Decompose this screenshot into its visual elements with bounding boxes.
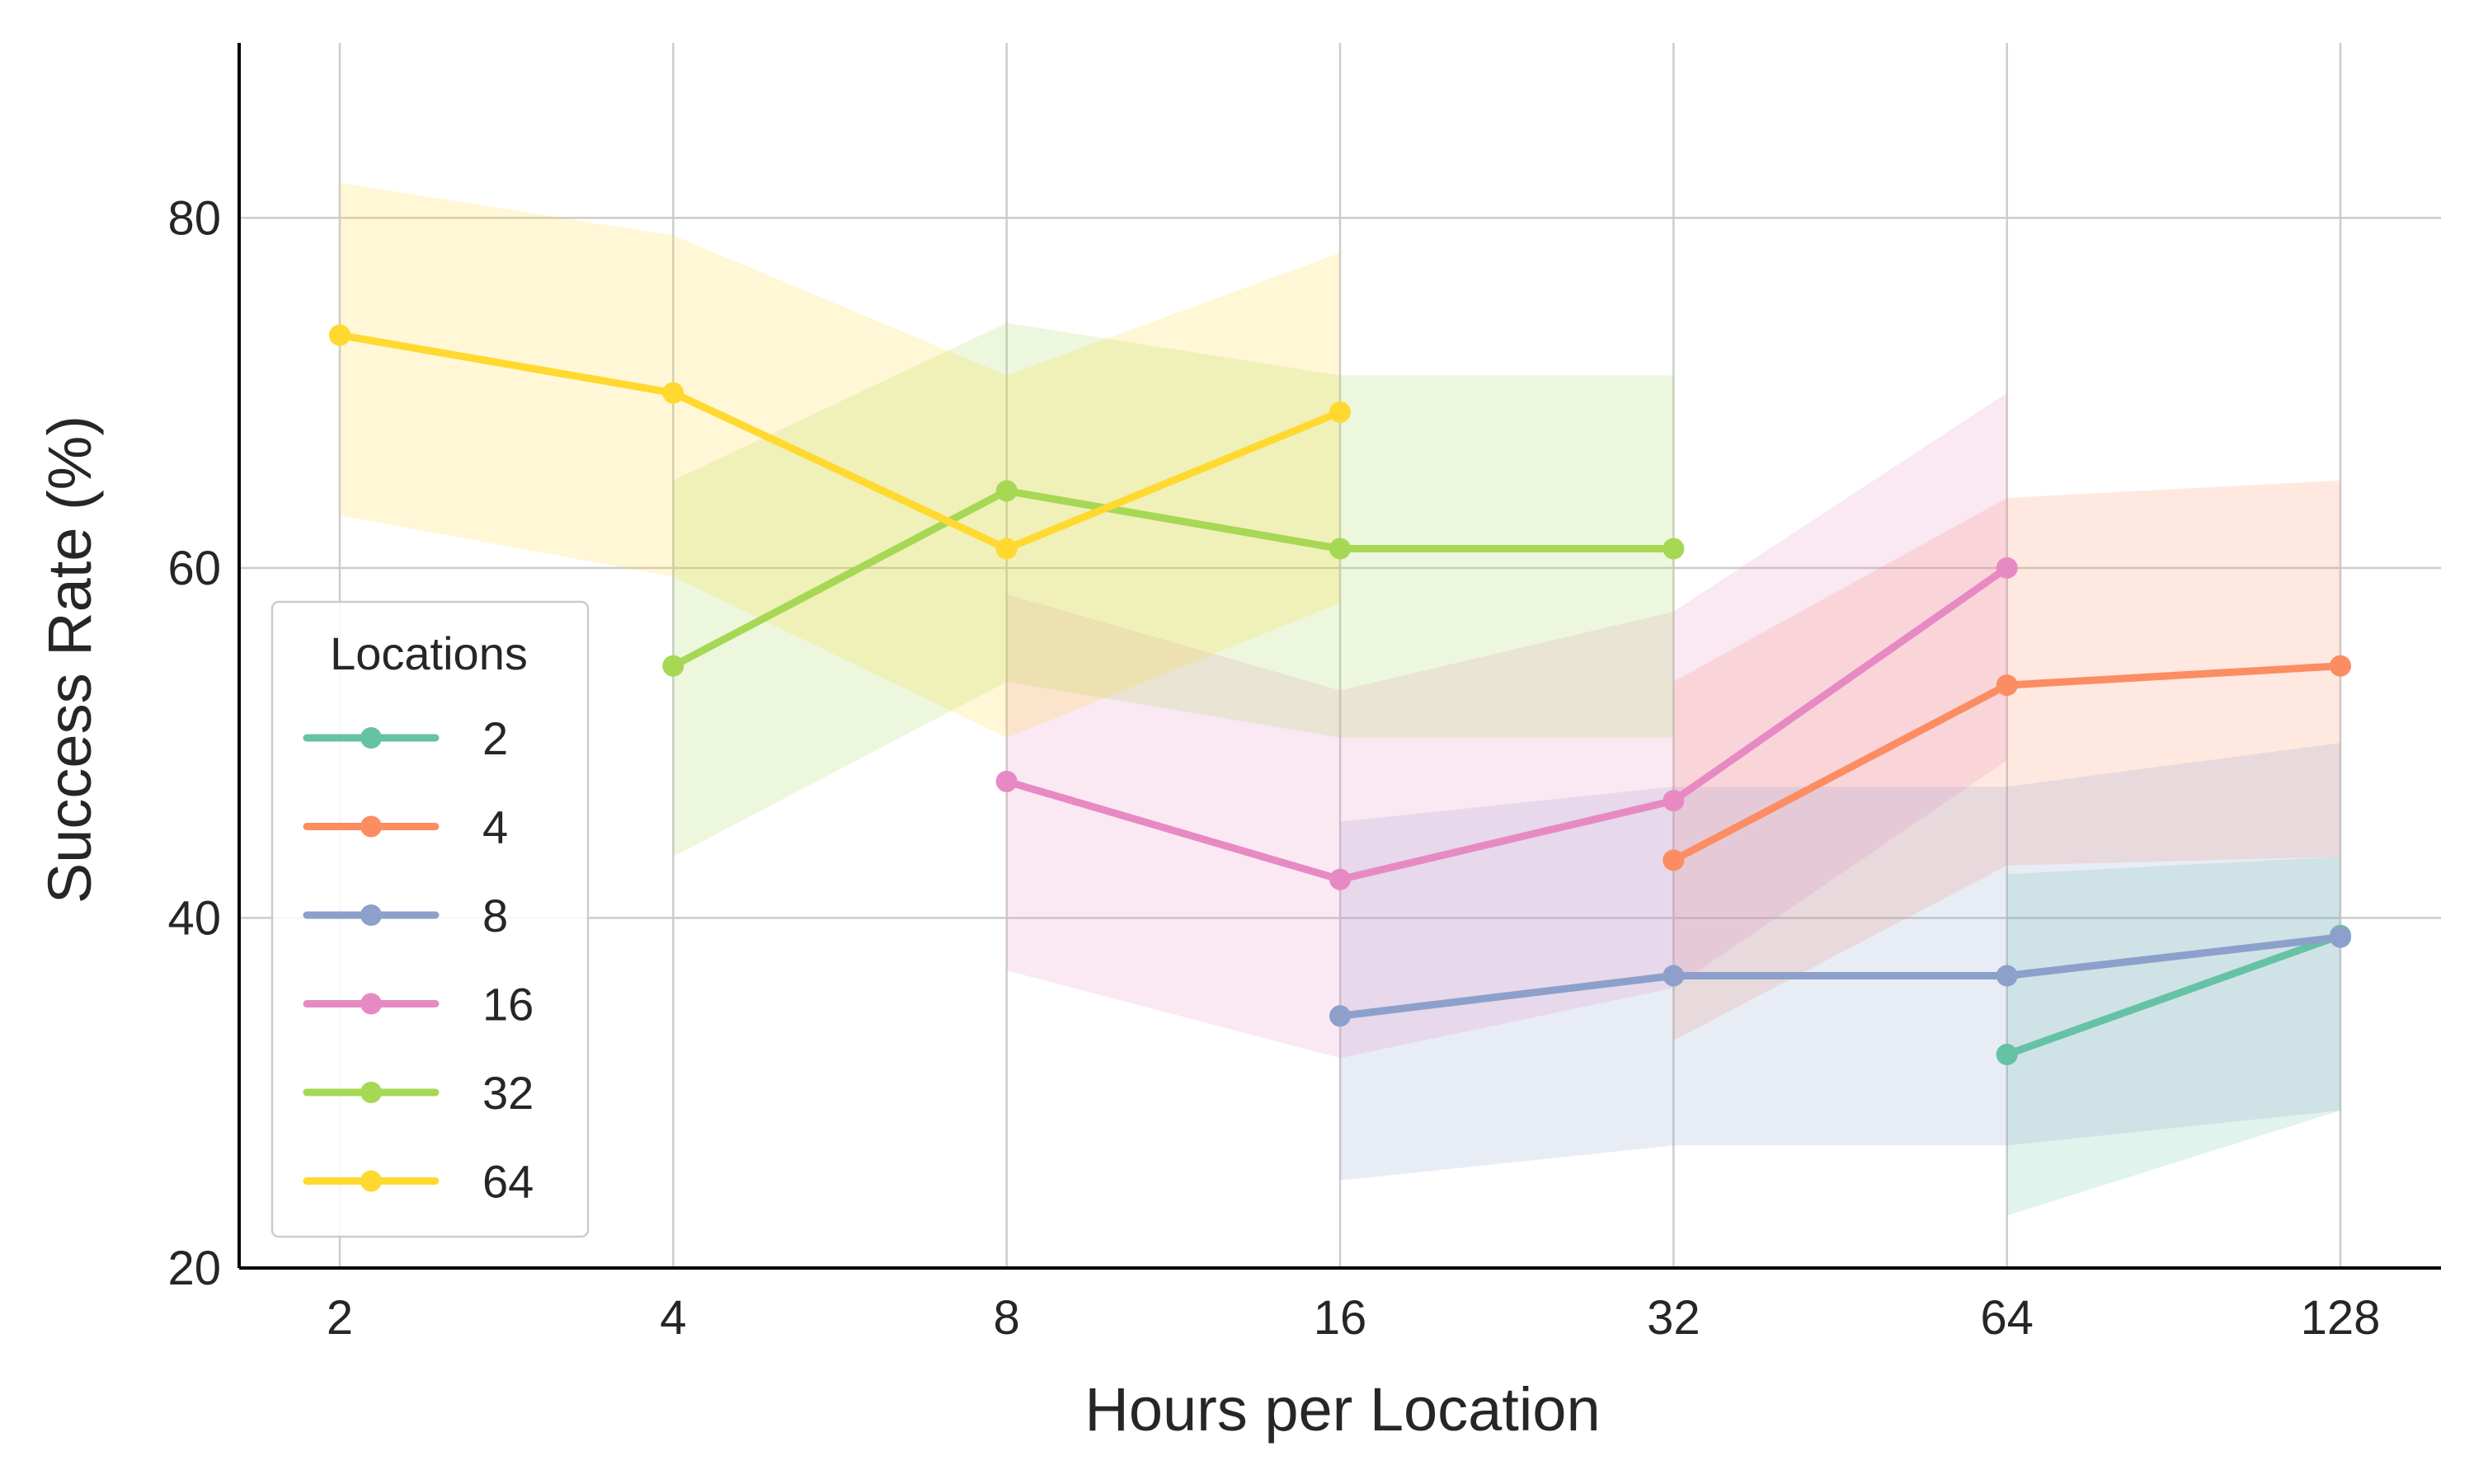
x-tick-label: 2 xyxy=(327,1291,353,1345)
legend-swatch-marker-64 xyxy=(360,1170,382,1192)
grid xyxy=(239,43,2441,1268)
x-tick-label: 8 xyxy=(994,1291,1020,1345)
series-line-64 xyxy=(336,331,1344,553)
series-line-8 xyxy=(1336,933,2345,1020)
data-point-32 xyxy=(995,480,1018,502)
data-point-8 xyxy=(1663,965,1685,987)
legend-swatch-marker-16 xyxy=(360,993,382,1015)
data-point-8 xyxy=(2330,926,2351,948)
data-point-16 xyxy=(1663,790,1685,812)
confidence-band-8 xyxy=(1340,743,2340,1181)
legend-items: 2 4 8 16 32 64 xyxy=(303,712,534,1208)
series-line-2 xyxy=(2003,932,2345,1059)
axes xyxy=(238,43,2441,1270)
legend-label-64: 64 xyxy=(482,1156,534,1208)
data-point-32 xyxy=(1663,538,1685,560)
legend-label-8: 8 xyxy=(482,890,508,942)
legend-title: Locations xyxy=(330,627,528,679)
legend-swatch-marker-8 xyxy=(360,904,382,926)
confidence-band-16 xyxy=(1006,392,2007,1059)
x-tick-label: 128 xyxy=(2301,1291,2381,1345)
y-tick-label: 40 xyxy=(167,891,221,945)
data-point-32 xyxy=(1329,538,1351,560)
legend: Locations 2 4 8 16 32 64 xyxy=(270,600,590,1238)
legend-label-4: 4 xyxy=(482,801,508,853)
data-point-8 xyxy=(1996,965,2018,987)
legend-swatch-marker-2 xyxy=(360,727,382,749)
legend-frame xyxy=(270,600,590,1238)
legend-swatch-marker-32 xyxy=(360,1082,382,1103)
confidence-band-64 xyxy=(340,182,1340,738)
data-point-64 xyxy=(662,382,684,404)
confidence-bands xyxy=(340,182,2340,1216)
y-tick-label: 80 xyxy=(167,191,221,245)
x-tick-label: 4 xyxy=(660,1291,686,1345)
data-point-4 xyxy=(1996,674,2018,697)
data-point-2 xyxy=(1996,1044,2018,1066)
legend-label-32: 32 xyxy=(482,1067,534,1119)
data-point-16 xyxy=(1996,556,2018,579)
legend-swatch-marker-4 xyxy=(360,815,382,838)
y-tick-label: 20 xyxy=(167,1242,221,1295)
x-tick-label: 16 xyxy=(1314,1291,1367,1345)
data-point-16 xyxy=(995,770,1018,792)
x-axis-title: Hours per Location xyxy=(1084,1375,1600,1444)
data-point-32 xyxy=(662,655,684,677)
legend-label-16: 16 xyxy=(482,979,534,1031)
x-tick-label: 64 xyxy=(1980,1291,2034,1345)
x-tick-labels: 2 4 8 16 32 64 128 xyxy=(327,1291,2381,1345)
series-line-16 xyxy=(1003,564,2011,884)
confidence-band-32 xyxy=(673,322,1674,857)
data-point-64 xyxy=(329,324,350,346)
confidence-band-4 xyxy=(1673,480,2340,1041)
y-axis-title: Success Rate (%) xyxy=(35,416,104,904)
data-point-64 xyxy=(1329,401,1351,423)
y-tick-labels: 20 40 60 80 xyxy=(167,191,221,1295)
y-tick-label: 60 xyxy=(167,542,221,595)
series-line-32 xyxy=(669,486,1677,670)
data-point-4 xyxy=(1663,849,1685,871)
legend-label-2: 2 xyxy=(482,712,508,764)
data-point-64 xyxy=(995,538,1018,560)
data-point-8 xyxy=(1329,1005,1351,1027)
x-tick-label: 32 xyxy=(1647,1291,1700,1345)
data-point-16 xyxy=(1329,868,1351,890)
series-lines xyxy=(329,324,2351,1066)
data-point-4 xyxy=(2330,655,2351,677)
